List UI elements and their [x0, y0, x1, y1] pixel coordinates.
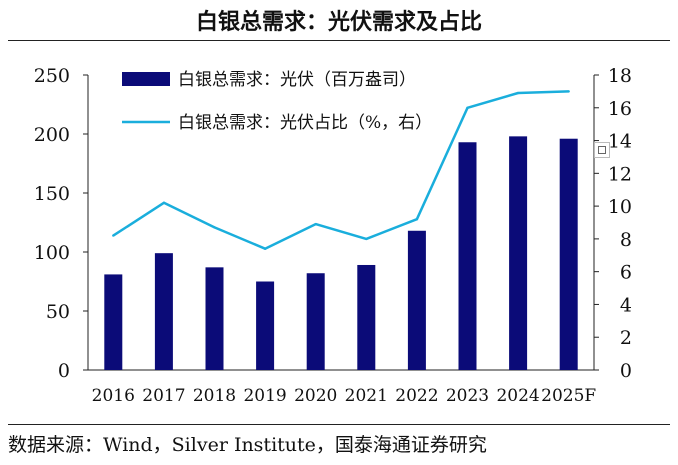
- left-tick-label: 200: [34, 124, 70, 146]
- line-point-2020: [314, 222, 317, 226]
- x-axis-ticks: 2016 2017 2018 2019 2020 2021 2022 2023 2024 2025…: [92, 386, 597, 406]
- right-tick-label: 16: [608, 98, 632, 120]
- x-tick-label: 2021: [345, 386, 388, 406]
- left-tick-label: 250: [34, 65, 70, 87]
- line-point-2018: [213, 226, 216, 229]
- line-point-2017: [162, 201, 166, 205]
- line-point-2023: [466, 106, 469, 109]
- x-tick-label: 2020: [294, 386, 337, 406]
- left-tick-label: 0: [58, 360, 70, 382]
- bar-2023: [458, 142, 477, 370]
- legend: 白银总需求：光伏（百万盎司） 白银总需求：光伏占比（%，右）: [122, 70, 432, 133]
- right-tick-label: 14: [608, 131, 632, 153]
- right-tick-label: 2: [620, 327, 632, 349]
- x-tick-label: 2017: [142, 386, 185, 406]
- x-tick-label: 2016: [92, 386, 135, 406]
- line-path: [112, 90, 569, 250]
- right-tick-label: 0: [620, 360, 632, 382]
- x-tick-label: 2024: [496, 386, 539, 406]
- bar-2016: [104, 274, 123, 370]
- legend-label-line: 白银总需求：光伏占比（%，右）: [178, 113, 432, 133]
- right-tick-label: 8: [620, 229, 632, 251]
- line-series: [112, 90, 570, 250]
- line-point-2019: [263, 247, 267, 250]
- line-point-2024: [516, 91, 520, 95]
- line-point-2021: [365, 237, 368, 241]
- left-tick-label: 50: [46, 301, 70, 323]
- left-tick-label: 150: [34, 183, 70, 205]
- x-tick-label: 2018: [193, 386, 236, 406]
- bar-2018: [205, 267, 224, 370]
- left-axis-ticks: 0 50 100 150 200 250: [34, 65, 88, 382]
- left-tick-label: 100: [34, 242, 70, 264]
- line-point-2025F: [567, 90, 570, 93]
- line-point-2016: [112, 234, 115, 237]
- bar-2025F: [559, 138, 578, 370]
- x-tick-label: 2022: [395, 386, 438, 406]
- right-tick-label: 18: [608, 65, 632, 87]
- right-tick-label: 6: [620, 262, 632, 284]
- bar-2021: [357, 264, 376, 370]
- legend-swatch-bar: [122, 72, 170, 86]
- right-tick-label: 4: [620, 294, 632, 316]
- bar-2024: [509, 136, 528, 370]
- x-tick-label: 2025F: [541, 386, 596, 406]
- bar-2020: [306, 273, 325, 370]
- expand-icon[interactable]: [594, 142, 610, 158]
- source-note: 数据来源：Wind，Silver Institute，国泰海通证券研究: [8, 434, 487, 456]
- right-axis-ticks: 0 2 4 6 8 10 12 14 16 18: [594, 65, 632, 382]
- x-tick-label: 2019: [243, 386, 286, 406]
- right-tick-label: 10: [608, 196, 632, 218]
- bar-series: [104, 136, 578, 370]
- bar-2022: [407, 230, 426, 370]
- source-divider: [8, 424, 670, 425]
- x-tick-label: 2023: [446, 386, 489, 406]
- bar-2017: [154, 253, 173, 370]
- line-point-2022: [415, 218, 419, 221]
- right-tick-label: 12: [608, 163, 632, 185]
- chart-title: 白银总需求：光伏需求及占比: [195, 10, 482, 35]
- bar-2019: [256, 281, 275, 370]
- title-divider: [8, 40, 670, 41]
- legend-label-bar: 白银总需求：光伏（百万盎司）: [178, 70, 416, 90]
